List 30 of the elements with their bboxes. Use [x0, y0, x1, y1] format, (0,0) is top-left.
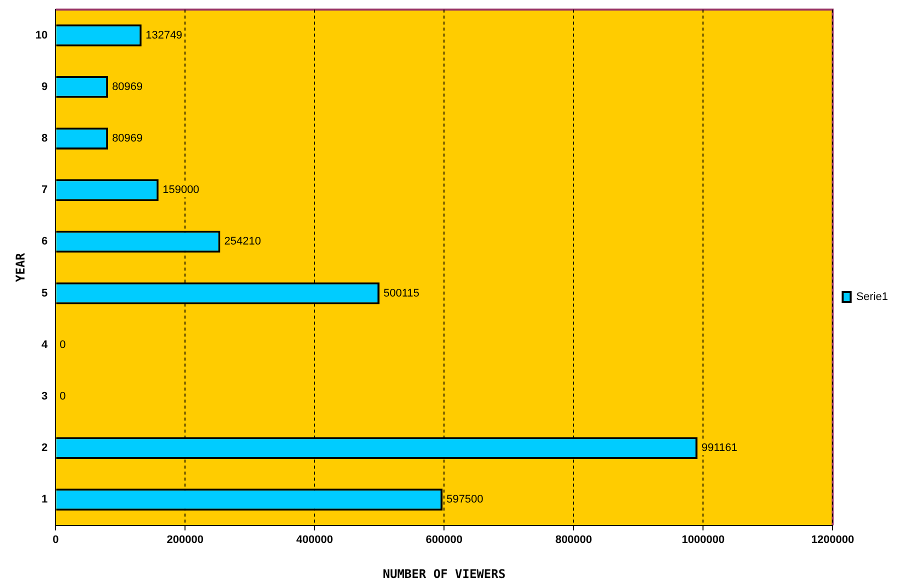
y-tick-label: 5 — [42, 287, 48, 300]
y-tick-label: 1 — [42, 494, 48, 506]
data-label: 132749 — [146, 29, 182, 42]
data-label: 159000 — [162, 184, 200, 196]
x-tick-label: 1200000 — [811, 534, 854, 546]
data-label: 0 — [60, 338, 66, 351]
y-tick-label: 10 — [35, 29, 48, 42]
x-tick-label: 400000 — [296, 534, 334, 546]
x-tick-label: 600000 — [426, 534, 463, 546]
y-tick-label: 7 — [42, 184, 48, 196]
x-tick-label: 0 — [52, 534, 59, 546]
y-axis-title: YEAR — [13, 252, 28, 282]
data-label: 254210 — [224, 236, 261, 248]
data-label: 500115 — [383, 287, 420, 300]
y-tick-label: 8 — [42, 132, 48, 145]
data-label: 80969 — [112, 81, 143, 93]
data-label: 597500 — [446, 494, 484, 506]
data-label: 0 — [60, 390, 66, 402]
x-axis-title: NUMBER OF VIEWERS — [382, 566, 506, 581]
y-tick-label: 4 — [42, 338, 49, 351]
y-tick-label: 6 — [42, 236, 48, 248]
x-tick-label: 800000 — [555, 534, 592, 546]
x-tick-label: 1000000 — [682, 534, 725, 546]
y-tick-label: 3 — [42, 390, 48, 402]
legend-label: Serie1 — [856, 291, 888, 304]
y-tick-label: 9 — [42, 81, 48, 93]
x-tick-label: 200000 — [166, 534, 204, 546]
data-label: 80969 — [112, 132, 143, 145]
data-label: 991161 — [701, 442, 738, 454]
y-tick-label: 2 — [42, 442, 48, 454]
